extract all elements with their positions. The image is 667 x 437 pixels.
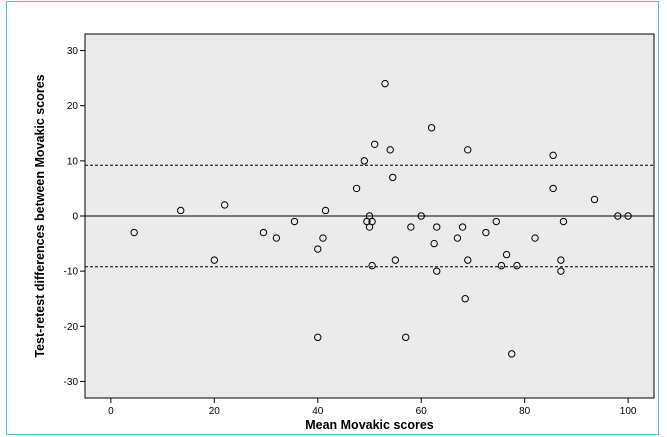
y-tick-label: 30 — [67, 46, 79, 57]
data-point — [391, 256, 400, 264]
data-point — [433, 223, 441, 231]
data-point — [314, 333, 322, 342]
data-point — [492, 217, 500, 226]
data-point — [290, 217, 299, 226]
data-point — [370, 140, 379, 149]
data-point — [176, 206, 185, 215]
x-tick-label: 20 — [209, 406, 221, 417]
x-tick-label: 100 — [620, 406, 637, 417]
x-axis: 0 20 40 60 80 100 — [108, 398, 637, 417]
data-point — [352, 184, 361, 193]
data-point — [368, 217, 376, 226]
data-point — [461, 295, 469, 303]
data-point — [314, 245, 322, 253]
y-axis-title: Test-retest differences between Movakic … — [33, 74, 47, 357]
data-point — [430, 239, 438, 248]
y-tick-label: 20 — [67, 101, 79, 112]
data-point — [549, 184, 557, 193]
data-point — [559, 217, 568, 226]
data-point — [402, 333, 410, 342]
y-tick-label: -30 — [64, 377, 79, 388]
x-tick-label: 40 — [312, 406, 324, 417]
data-point — [407, 223, 415, 231]
data-point — [508, 350, 516, 358]
data-point — [458, 223, 467, 231]
data-point — [513, 261, 521, 270]
x-axis-title: Mean Movakic scores — [305, 418, 434, 432]
data-point — [502, 250, 511, 259]
y-tick-label: -10 — [64, 267, 79, 278]
data-point — [386, 146, 394, 154]
data-point — [220, 201, 229, 209]
data-point — [417, 212, 425, 220]
x-tick-label: 60 — [416, 406, 428, 417]
data-point — [321, 206, 330, 215]
data-point — [614, 212, 622, 220]
data-point — [549, 151, 557, 160]
data-point — [464, 146, 472, 154]
data-point — [433, 267, 441, 275]
data-point — [389, 173, 397, 182]
data-point — [130, 228, 138, 237]
data-point — [427, 124, 436, 132]
reference-lines — [85, 164, 654, 268]
data-point — [360, 157, 369, 165]
y-tick-label: 0 — [72, 212, 78, 223]
data-point — [381, 79, 389, 88]
data-point — [557, 256, 565, 264]
y-tick-label: 10 — [67, 156, 79, 167]
data-point — [590, 195, 599, 204]
data-point — [557, 267, 565, 275]
data-point — [531, 234, 539, 242]
data-point — [497, 261, 506, 270]
data-point — [210, 256, 219, 264]
y-tick-label: -20 — [64, 322, 79, 333]
data-point — [272, 234, 281, 242]
data-point — [453, 234, 462, 242]
data-point — [319, 234, 327, 242]
data-point — [259, 228, 268, 237]
data-point — [368, 261, 376, 270]
data-point — [464, 256, 472, 264]
data-points — [130, 79, 632, 358]
data-point — [482, 228, 490, 237]
x-tick-label: 0 — [108, 406, 114, 417]
data-point — [624, 212, 632, 220]
x-tick-label: 80 — [519, 406, 531, 417]
y-axis: -30 -20 -10 0 10 20 30 — [64, 46, 85, 388]
